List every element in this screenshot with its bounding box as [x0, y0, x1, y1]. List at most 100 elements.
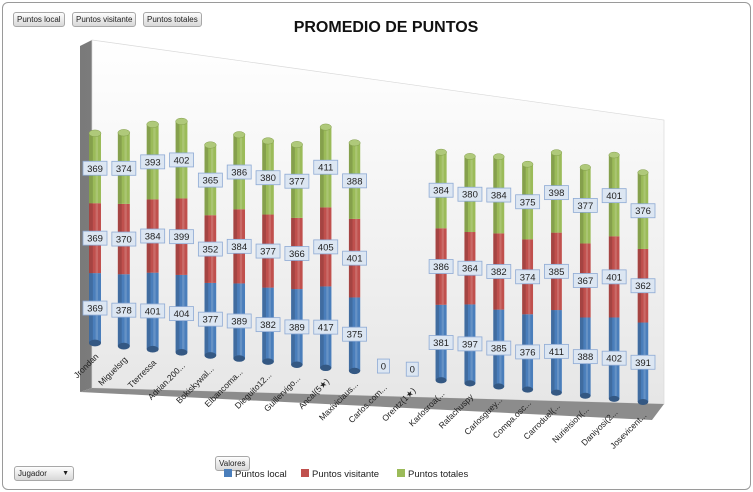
bar-base-17 [551, 389, 562, 396]
bar-cap-3 [146, 120, 159, 128]
data-label-18-visitante: 367 [577, 276, 593, 287]
data-label-17-local-box [544, 343, 569, 359]
bar-cap-4 [175, 117, 188, 125]
filter-puntos-totales[interactable]: Puntos totales [143, 12, 202, 27]
data-label-7-local-box [255, 317, 281, 333]
legend-swatch-visitante[interactable] [301, 469, 309, 477]
data-label-14-local-box [457, 336, 483, 352]
floor [80, 388, 664, 420]
bar-base-14 [464, 380, 476, 387]
bar-cap-16 [521, 160, 534, 168]
data-label-14-local: 397 [462, 339, 478, 350]
data-label-8-visitante-box [284, 246, 310, 261]
filter-puntos-visitante[interactable]: Puntos visitante [72, 12, 137, 27]
data-label-12-zero: 0 [410, 365, 415, 376]
data-label-15-local: 385 [491, 344, 507, 355]
bar-base-13 [435, 377, 447, 384]
data-label-10-totales-box [342, 173, 367, 189]
bar-base-15 [493, 383, 505, 390]
data-label-18-totales: 377 [577, 201, 593, 212]
filter-puntos-local[interactable]: Puntos local [13, 12, 65, 27]
bar-cap-2 [117, 129, 131, 137]
data-label-1-local: 369 [87, 304, 103, 315]
valores-button[interactable]: Valores [215, 456, 250, 471]
bar-cap-20 [637, 169, 649, 176]
data-label-14-totales-box [457, 186, 483, 202]
data-label-6-local-box [226, 313, 252, 329]
bar-cap-1 [88, 129, 102, 137]
bar-cap-8 [290, 141, 303, 148]
data-label-1-visitante: 369 [87, 234, 103, 245]
data-label-8-totales: 377 [289, 177, 305, 188]
data-label-19-local: 402 [606, 354, 622, 365]
data-label-17-visitante-box [544, 263, 569, 279]
data-label-9-totales-box [313, 159, 339, 175]
data-label-3-visitante: 384 [145, 232, 161, 243]
dropdown-arrow-icon: ▼ [62, 470, 69, 477]
data-label-2-visitante-box [111, 231, 137, 247]
data-label-16-local: 376 [520, 347, 536, 358]
data-label-9-totales: 411 [318, 163, 333, 174]
data-label-13-totales-box [428, 182, 454, 198]
bar-base-4 [175, 349, 188, 356]
data-label-7-local: 382 [260, 320, 276, 331]
data-label-20-local-box [630, 354, 656, 370]
data-label-13-local: 381 [433, 338, 449, 349]
jugador-label: Jugador [18, 469, 47, 478]
data-label-4-totales: 402 [174, 155, 190, 166]
data-label-6-totales: 386 [231, 168, 247, 179]
legend-swatch-totales[interactable] [397, 469, 405, 477]
data-label-4-totales-box [169, 152, 194, 168]
bar-base-8 [291, 361, 303, 368]
jugador-filter-button[interactable]: Jugador ▼ [14, 466, 74, 481]
data-label-8-local-box [284, 319, 310, 335]
data-label-14-totales: 380 [462, 190, 478, 201]
data-label-13-visitante: 386 [433, 262, 449, 273]
data-label-4-visitante-box [169, 229, 194, 245]
legend-label-local[interactable]: Puntos local [235, 469, 287, 480]
data-label-20-local: 391 [635, 358, 651, 369]
data-label-4-local: 404 [174, 309, 190, 320]
legend-label-totales[interactable]: Puntos totales [408, 469, 468, 480]
data-label-2-local-box [111, 302, 137, 318]
data-label-9-visitante: 405 [318, 242, 334, 253]
legend-swatch-local[interactable] [224, 469, 232, 477]
bar-base-20 [637, 399, 649, 405]
data-label-15-visitante: 382 [491, 267, 507, 278]
data-label-2-visitante: 370 [116, 235, 132, 246]
data-label-19-visitante-box [601, 269, 627, 285]
data-label-5-visitante: 352 [202, 245, 218, 256]
bar-base-6 [233, 355, 246, 362]
data-label-18-local: 388 [577, 352, 593, 363]
data-label-10-totales: 388 [347, 176, 363, 187]
legend-label-visitante[interactable]: Puntos visitante [312, 469, 379, 480]
bar-cap-18 [579, 164, 591, 171]
bar-cap-15 [493, 153, 505, 161]
data-label-1-totales: 369 [87, 164, 103, 175]
data-label-2-local: 378 [116, 306, 132, 317]
data-label-16-visitante: 374 [520, 272, 536, 283]
data-label-20-visitante: 362 [635, 281, 651, 292]
data-label-9-local: 417 [318, 323, 334, 334]
data-label-8-totales-box [284, 173, 310, 189]
data-label-15-local-box [486, 340, 512, 356]
data-label-13-local-box [428, 335, 454, 350]
data-label-6-visitante-box [226, 238, 252, 254]
data-label-15-visitante-box [486, 264, 512, 279]
data-label-3-totales: 393 [145, 157, 161, 168]
bar-cap-13 [435, 148, 447, 156]
data-label-16-local-box [515, 344, 541, 360]
bar-cap-7 [262, 137, 275, 145]
bar-cap-5 [204, 141, 217, 149]
bar-cap-6 [233, 131, 246, 139]
data-label-10-local-box [342, 326, 367, 342]
data-label-19-local-box [601, 350, 627, 366]
data-label-7-visitante: 377 [260, 247, 276, 258]
data-label-1-visitante-box [82, 230, 108, 246]
data-label-15-totales-box [486, 187, 512, 203]
data-label-10-visitante: 401 [347, 254, 363, 265]
data-label-17-local: 411 [549, 347, 564, 358]
data-label-12-zero-box [405, 361, 419, 377]
bar-base-1 [89, 339, 101, 347]
